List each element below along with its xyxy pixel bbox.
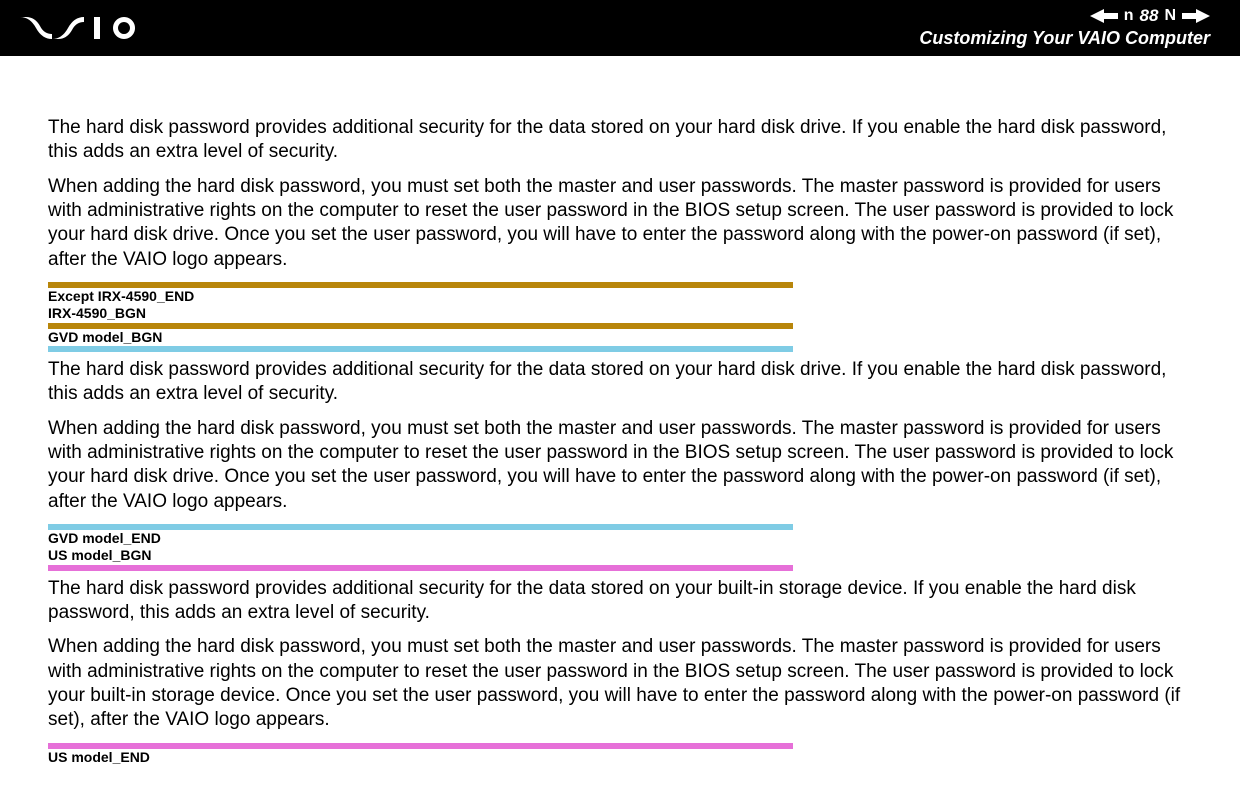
page-number: 88 [1140, 6, 1159, 26]
nav-n-left: n [1124, 7, 1134, 25]
page-content: The hard disk password provides addition… [0, 56, 1240, 786]
section-tag: US model_BGN [48, 547, 1192, 564]
next-page-arrow-icon[interactable] [1182, 9, 1210, 23]
nav-n-right: N [1164, 7, 1176, 25]
prev-page-arrow-icon[interactable] [1090, 9, 1118, 23]
page-nav: n 88 N [919, 6, 1210, 26]
section-tag: IRX-4590_BGN [48, 305, 1192, 322]
header-right: n 88 N Customizing Your VAIO Computer [919, 6, 1210, 49]
header-title: Customizing Your VAIO Computer [919, 28, 1210, 49]
section-marker-block: US model_END [48, 743, 1192, 766]
body-paragraph: When adding the hard disk password, you … [48, 417, 1192, 514]
section-tag: Except IRX-4590_END [48, 288, 1192, 305]
section-marker-block: GVD model_END US model_BGN [48, 524, 1192, 571]
section-marker-block: Except IRX-4590_END IRX-4590_BGN GVD mod… [48, 282, 1192, 352]
body-paragraph: The hard disk password provides addition… [48, 116, 1192, 165]
body-paragraph: When adding the hard disk password, you … [48, 635, 1192, 732]
page-header: n 88 N Customizing Your VAIO Computer [0, 0, 1240, 56]
body-paragraph: The hard disk password provides addition… [48, 358, 1192, 407]
vaio-logo [20, 14, 170, 42]
body-paragraph: When adding the hard disk password, you … [48, 175, 1192, 272]
section-tag: US model_END [48, 749, 1192, 766]
section-bar [48, 346, 793, 352]
section-tag: GVD model_BGN [48, 329, 1192, 346]
section-bar [48, 565, 793, 571]
section-tag: GVD model_END [48, 530, 1192, 547]
body-paragraph: The hard disk password provides addition… [48, 577, 1192, 626]
